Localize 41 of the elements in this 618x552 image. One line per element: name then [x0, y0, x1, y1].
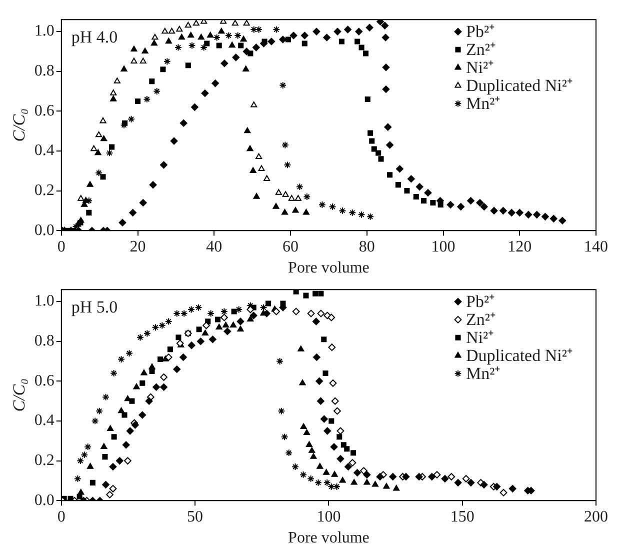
y-tick-label: 0.2 [34, 452, 54, 469]
x-tick-label: 140 [584, 238, 608, 256]
x-axis-title: Pore volume [288, 260, 370, 277]
y-tick-label: 0.6 [34, 102, 54, 120]
legend-label: Mn²⁺ [466, 94, 501, 114]
annotation: pH 5.0 [71, 298, 118, 317]
legend-label: Pb²⁺ [466, 292, 496, 312]
y-tick-label: 0.4 [34, 412, 54, 430]
y-tick-label: 1.0 [34, 22, 54, 40]
y-tick-label: 0.6 [34, 372, 54, 390]
x-tick-label: 120 [508, 238, 532, 256]
legend-label: Ni²⁺ [466, 328, 494, 348]
x-axis-title: Pore volume [288, 530, 370, 547]
y-tick-label: 0.0 [34, 222, 54, 239]
y-axis-title: C/C₀ [10, 108, 29, 142]
y-tick-label: 1.0 [34, 292, 54, 310]
legend-label: Duplicated Ni²⁺ [466, 76, 573, 96]
x-tick-label: 100 [316, 508, 341, 526]
y-tick-label: 0.8 [34, 332, 54, 350]
y-tick-label: 0.0 [34, 492, 54, 509]
legend-label: Zn²⁺ [466, 310, 496, 330]
y-tick-label: 0.8 [34, 62, 54, 80]
x-tick-label: 20 [130, 238, 146, 256]
legend-label: Pb²⁺ [466, 22, 496, 42]
x-tick-label: 0 [57, 238, 66, 256]
x-tick-label: 50 [187, 508, 204, 526]
legend-label: Duplicated Ni²⁺ [466, 346, 573, 366]
annotation: pH 4.0 [71, 28, 118, 47]
y-tick-label: 0.2 [34, 182, 54, 199]
x-tick-label: 40 [206, 238, 222, 256]
x-tick-label: 100 [431, 238, 456, 256]
x-tick-label: 150 [450, 508, 474, 526]
x-tick-label: 60 [282, 238, 299, 256]
x-tick-label: 200 [584, 508, 608, 526]
legend-label: Mn²⁺ [466, 364, 501, 384]
legend-label: Ni²⁺ [466, 58, 494, 78]
x-tick-label: 80 [358, 238, 375, 256]
legend-label: Zn²⁺ [466, 40, 496, 60]
y-tick-label: 0.4 [34, 142, 54, 160]
x-tick-label: 0 [57, 508, 66, 526]
y-axis-title: C/C₀ [10, 378, 29, 412]
